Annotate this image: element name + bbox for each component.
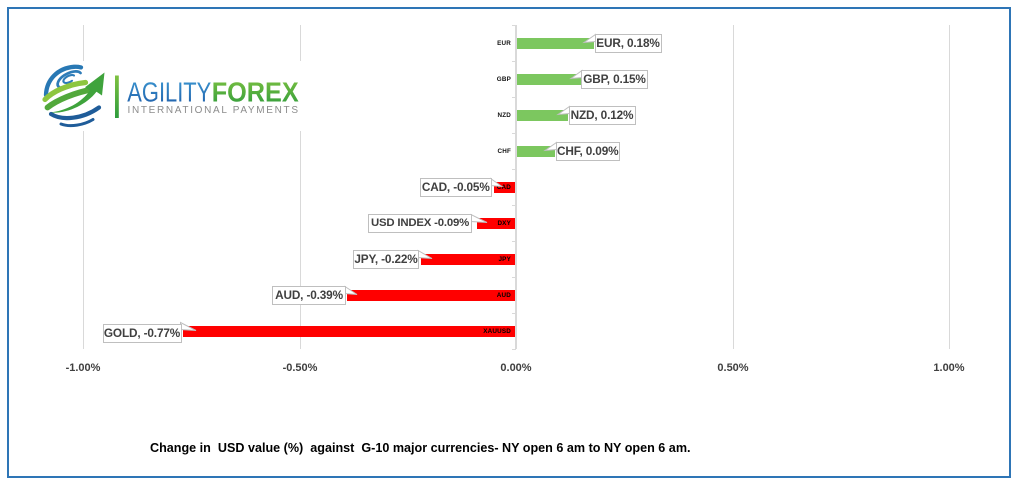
svg-text:FOREX: FOREX	[212, 76, 299, 107]
svg-text:INTERNATIONAL PAYMENTS: INTERNATIONAL PAYMENTS	[128, 105, 299, 116]
svg-text:AGILITY: AGILITY	[127, 76, 211, 107]
